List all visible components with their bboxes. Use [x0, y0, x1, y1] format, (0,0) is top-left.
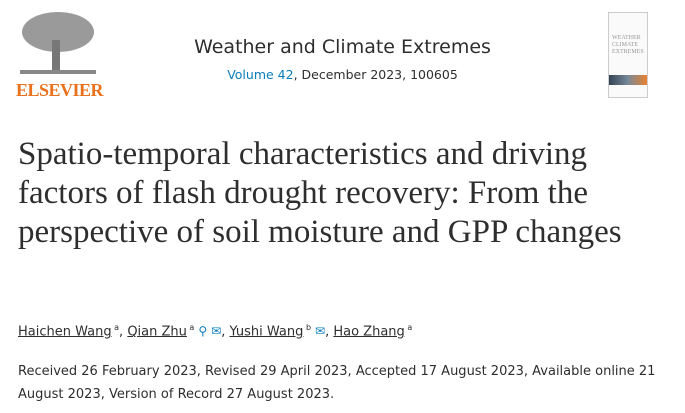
affiliation-marker[interactable]: a [111, 323, 120, 332]
author-link[interactable]: Haichen Wang [18, 324, 112, 340]
tree-logo-icon [20, 12, 96, 74]
author-list: Haichen Wang a, Qian Zhu a ⚲ ✉, Yushi Wang… [18, 323, 413, 340]
article-title: Spatio-temporal characteristics and driv… [18, 136, 622, 250]
volume-link[interactable]: Volume 42 [227, 67, 294, 82]
person-icon[interactable]: ⚲ [198, 324, 208, 339]
journal-cover[interactable]: WEATHER CLIMATE EXTREMES [608, 12, 648, 98]
author-link[interactable]: Hao Zhang [333, 324, 405, 340]
volume-info: Volume 42, December 2023, 100605 [227, 67, 458, 82]
author-link[interactable]: Qian Zhu [127, 324, 187, 340]
email-icon[interactable]: ✉ [211, 324, 222, 339]
publication-dates: Received 26 February 2023, Revised 29 Ap… [18, 364, 656, 402]
email-icon[interactable]: ✉ [315, 324, 326, 339]
elsevier-wordmark: ELSEVIER [16, 80, 104, 100]
affiliation-marker[interactable]: a [186, 323, 195, 332]
elsevier-logo[interactable]: ELSEVIER [16, 10, 104, 100]
journal-title[interactable]: Weather and Climate Extremes [194, 36, 491, 58]
affiliation-marker[interactable]: a [404, 323, 413, 332]
affiliation-marker[interactable]: b [303, 323, 312, 332]
author-link[interactable]: Yushi Wang [229, 324, 304, 340]
